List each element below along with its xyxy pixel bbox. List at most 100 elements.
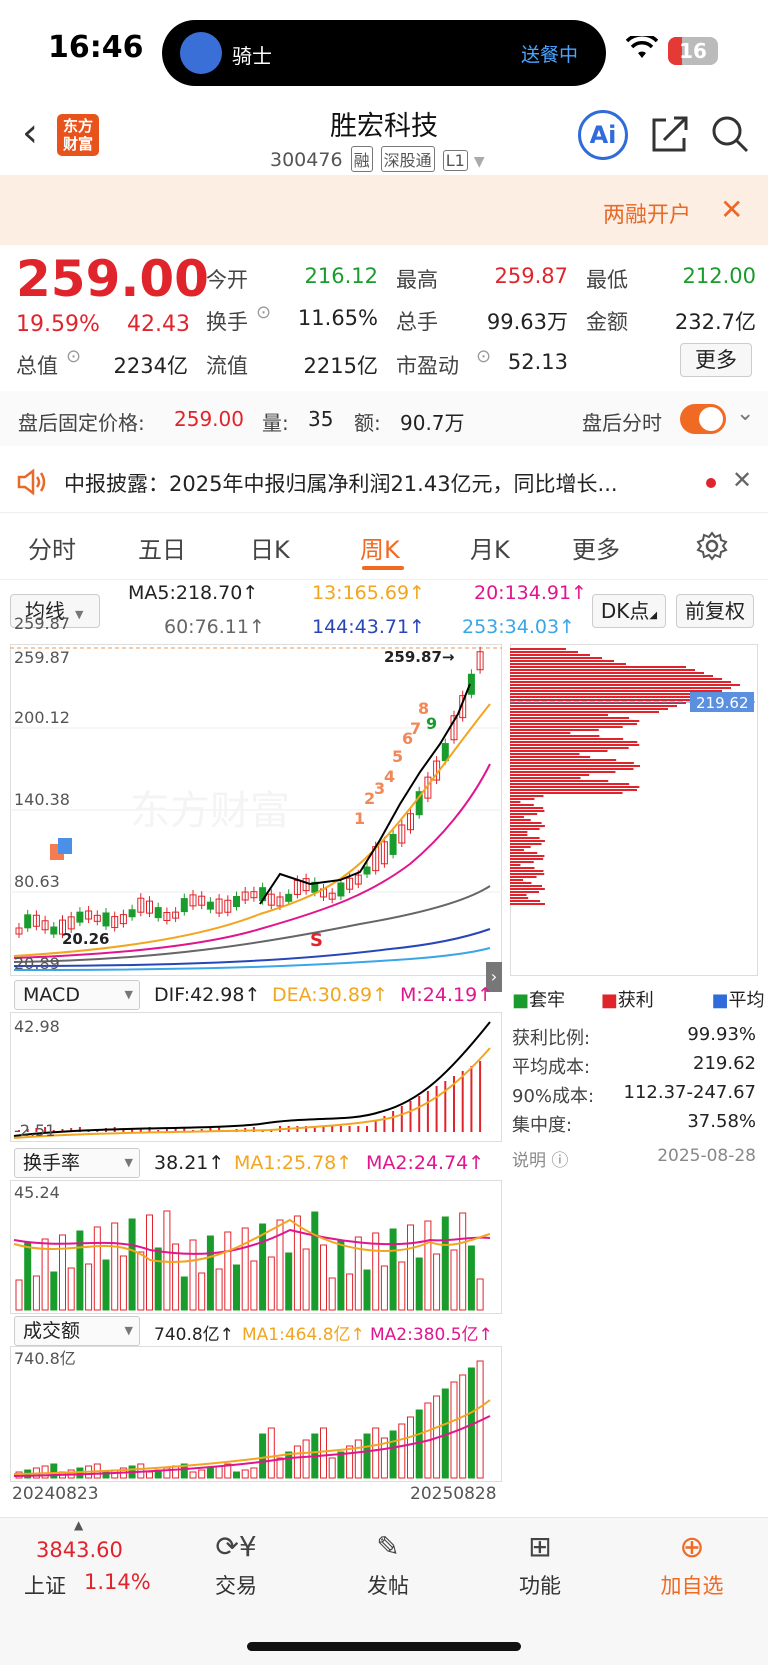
info-icon[interactable]: ⊙ xyxy=(476,346,492,367)
turnover-bar xyxy=(285,1252,293,1311)
home-indicator[interactable] xyxy=(247,1642,521,1651)
chip-distribution-chart[interactable]: 219.62 xyxy=(510,644,758,976)
turnover-selector[interactable]: 换手率 ▼ xyxy=(14,1148,140,1178)
chevron-down-icon[interactable]: ⌄ xyxy=(736,401,755,426)
ma-selector-label: 均线 xyxy=(25,599,65,623)
tab-intraday[interactable]: 分时 xyxy=(28,536,76,564)
volume-bar xyxy=(337,1451,345,1479)
label-total-hands: 总手 xyxy=(396,310,438,334)
nav-post[interactable]: ✎ 发帖 xyxy=(338,1530,438,1600)
info-icon[interactable]: ⊙ xyxy=(256,302,272,323)
ma-selector[interactable]: 均线 ▼ xyxy=(10,594,100,628)
margin-banner[interactable]: 两融开户 ✕ xyxy=(0,175,768,245)
adjust-button[interactable]: 前复权 xyxy=(676,594,754,628)
turnover-bar xyxy=(328,1277,336,1311)
chip-bar xyxy=(510,654,590,656)
turnover-bar xyxy=(389,1228,397,1311)
macd-selector-label: MACD xyxy=(23,984,80,1006)
volume-selector[interactable]: 成交额 ▼ xyxy=(14,1316,140,1346)
bottom-toolbar xyxy=(0,1517,768,1665)
trade-icon: ⟳¥ xyxy=(215,1530,257,1563)
volume-bar xyxy=(302,1439,310,1479)
news-bar[interactable]: 中报披露：2025年中报归属净利润21.43亿元，同比增长... ✕ xyxy=(0,454,768,510)
info-icon: ⓘ xyxy=(551,1151,569,1171)
gear-icon[interactable] xyxy=(696,530,728,562)
close-icon[interactable]: ✕ xyxy=(732,466,753,494)
macd-bar xyxy=(348,1126,351,1132)
more-button[interactable]: 更多 xyxy=(680,343,752,377)
nav-add-watchlist[interactable]: ⊕ 加自选 xyxy=(642,1530,742,1600)
macd-chart[interactable]: 42.98 -2.51 xyxy=(10,1012,502,1142)
chip-bar xyxy=(510,690,722,692)
chip-bar xyxy=(510,825,545,827)
share-icon[interactable] xyxy=(650,114,690,154)
turnover-bar xyxy=(302,1248,310,1311)
turnover-chart[interactable]: 45.24 xyxy=(10,1180,502,1314)
chevron-right-icon[interactable]: › xyxy=(486,962,502,992)
ma13-value: 13:165.69↑ xyxy=(312,582,425,604)
dk-point-label: DK点 xyxy=(600,599,650,623)
macd-bar xyxy=(322,1126,325,1132)
index-name[interactable]: 上证 xyxy=(24,1574,66,1598)
chevron-down-icon[interactable]: ▼ xyxy=(473,154,485,170)
chip-bar xyxy=(510,672,704,674)
turnover-bar xyxy=(189,1239,197,1311)
legend-trapped: 套牢 xyxy=(529,990,566,1011)
tab-monthly-k[interactable]: 月K xyxy=(470,536,510,564)
macd-selector[interactable]: MACD ▼ xyxy=(14,980,140,1010)
dk-point-button[interactable]: DK点◢ xyxy=(592,594,666,628)
volume-selector-label: 成交额 xyxy=(23,1320,81,1342)
volume-bar xyxy=(180,1463,188,1479)
chip-bar xyxy=(510,702,686,704)
label-float-cap: 流值 xyxy=(206,354,248,378)
chip-bar xyxy=(510,777,581,779)
chip-bar xyxy=(510,834,528,836)
tab-daily-k[interactable]: 日K xyxy=(250,536,290,564)
nav-function[interactable]: ⊞ 功能 xyxy=(490,1530,590,1600)
turnover-bar xyxy=(137,1251,145,1311)
tab-five-day[interactable]: 五日 xyxy=(138,536,186,564)
turnover-bar xyxy=(59,1234,66,1311)
turnover-bar xyxy=(467,1245,475,1311)
volume-bar xyxy=(389,1430,397,1479)
dynamic-island[interactable]: 骑士 送餐中 xyxy=(162,20,606,86)
index-value[interactable]: 3843.60 xyxy=(36,1538,123,1562)
change-pct: 19.59% xyxy=(16,312,100,337)
chip-bar xyxy=(510,873,545,875)
chip-bar xyxy=(510,729,599,731)
nav-trade[interactable]: ⟳¥ 交易 xyxy=(186,1530,286,1600)
turnover-bar xyxy=(93,1226,101,1311)
label-open: 今开 xyxy=(206,268,248,292)
volume-chart[interactable]: 740.8亿 xyxy=(10,1346,502,1482)
chip-bar xyxy=(510,651,578,653)
label-pe: 市盈动 xyxy=(396,354,459,378)
turnover-bar xyxy=(206,1235,214,1311)
stock-code-row: 300476 融 深股通 L1 ▼ xyxy=(270,146,485,172)
chip-bar xyxy=(510,837,540,839)
chip-bar xyxy=(510,843,542,845)
news-text: 中报披露：2025年中报归属净利润21.43亿元，同比增长... xyxy=(64,472,618,496)
after-hours-toggle[interactable] xyxy=(680,404,726,434)
turnover-bar xyxy=(250,1260,258,1311)
back-icon[interactable]: ‹ xyxy=(22,110,38,156)
chip-bar xyxy=(510,897,529,899)
turnover-bar xyxy=(241,1227,249,1311)
date-start: 20240823 xyxy=(12,1484,99,1504)
index-pct[interactable]: 1.14% xyxy=(84,1570,151,1594)
ai-button[interactable]: Ai xyxy=(578,110,628,160)
search-icon[interactable] xyxy=(710,114,750,154)
chip-bar xyxy=(510,684,740,686)
tab-more[interactable]: 更多 xyxy=(572,536,620,564)
y-label-0: 259.87 xyxy=(14,614,70,633)
chip-note[interactable]: 说明 ⓘ xyxy=(512,1146,568,1171)
turnover-bar xyxy=(224,1231,232,1311)
y-label-4: 20.89 xyxy=(14,954,60,973)
chip-bar xyxy=(510,795,544,797)
min-price-label: 20.26 xyxy=(62,930,109,948)
turnover-bar xyxy=(163,1210,171,1311)
volume-bar xyxy=(224,1463,232,1479)
info-icon[interactable]: ⊙ xyxy=(66,346,82,367)
tab-weekly-k[interactable]: 周K xyxy=(360,536,400,564)
close-icon[interactable]: ✕ xyxy=(720,193,744,226)
